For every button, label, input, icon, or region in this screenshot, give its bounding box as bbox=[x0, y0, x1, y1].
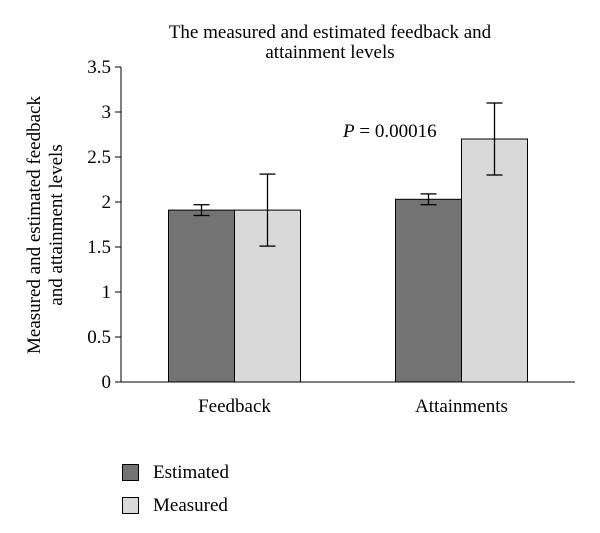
y-tick-label-3: 1.5 bbox=[87, 237, 111, 258]
bar-estimated-feedback bbox=[168, 209, 235, 383]
p-value-rest: = 0.00016 bbox=[355, 121, 437, 142]
y-tick-label-4: 2 bbox=[102, 192, 112, 213]
x-tick-label-attainments: Attainments bbox=[415, 396, 508, 417]
bar-measured-attainments bbox=[461, 138, 528, 383]
x-tick-label-feedback: Feedback bbox=[198, 396, 271, 417]
y-axis-label: Measured and estimated feedback and atta… bbox=[24, 96, 67, 354]
y-tick-label-1: 0.5 bbox=[87, 327, 111, 348]
legend-swatch-measured bbox=[122, 497, 139, 514]
legend-label-measured: Measured bbox=[153, 494, 228, 516]
p-value-italic: P bbox=[342, 121, 355, 142]
legend: Estimated Measured bbox=[122, 456, 229, 522]
bar-estimated-attainments bbox=[395, 198, 462, 383]
y-tick-label-5: 2.5 bbox=[87, 147, 111, 168]
y-axis-label-line-2: and attainment levels bbox=[46, 144, 67, 305]
y-tick-label-2: 1 bbox=[102, 282, 112, 303]
y-tick-label-6: 3 bbox=[102, 102, 112, 123]
legend-item-estimated: Estimated bbox=[122, 456, 229, 489]
legend-item-measured: Measured bbox=[122, 489, 229, 522]
p-value-annotation: P = 0.00016 bbox=[342, 121, 437, 142]
chart-title-line-2: attainment levels bbox=[265, 42, 394, 63]
y-tick-label-7: 3.5 bbox=[87, 57, 111, 78]
legend-label-estimated: Estimated bbox=[153, 461, 229, 483]
chart-title-line-1: The measured and estimated feedback and bbox=[169, 22, 492, 43]
plot-area: 0 0.5 1 1.5 2 2.5 3 3.5 Feedback Attainments bbox=[87, 57, 575, 417]
legend-swatch-estimated bbox=[122, 464, 139, 481]
y-axis-label-line-1: Measured and estimated feedback bbox=[24, 96, 45, 354]
y-tick-label-0: 0 bbox=[102, 372, 112, 393]
